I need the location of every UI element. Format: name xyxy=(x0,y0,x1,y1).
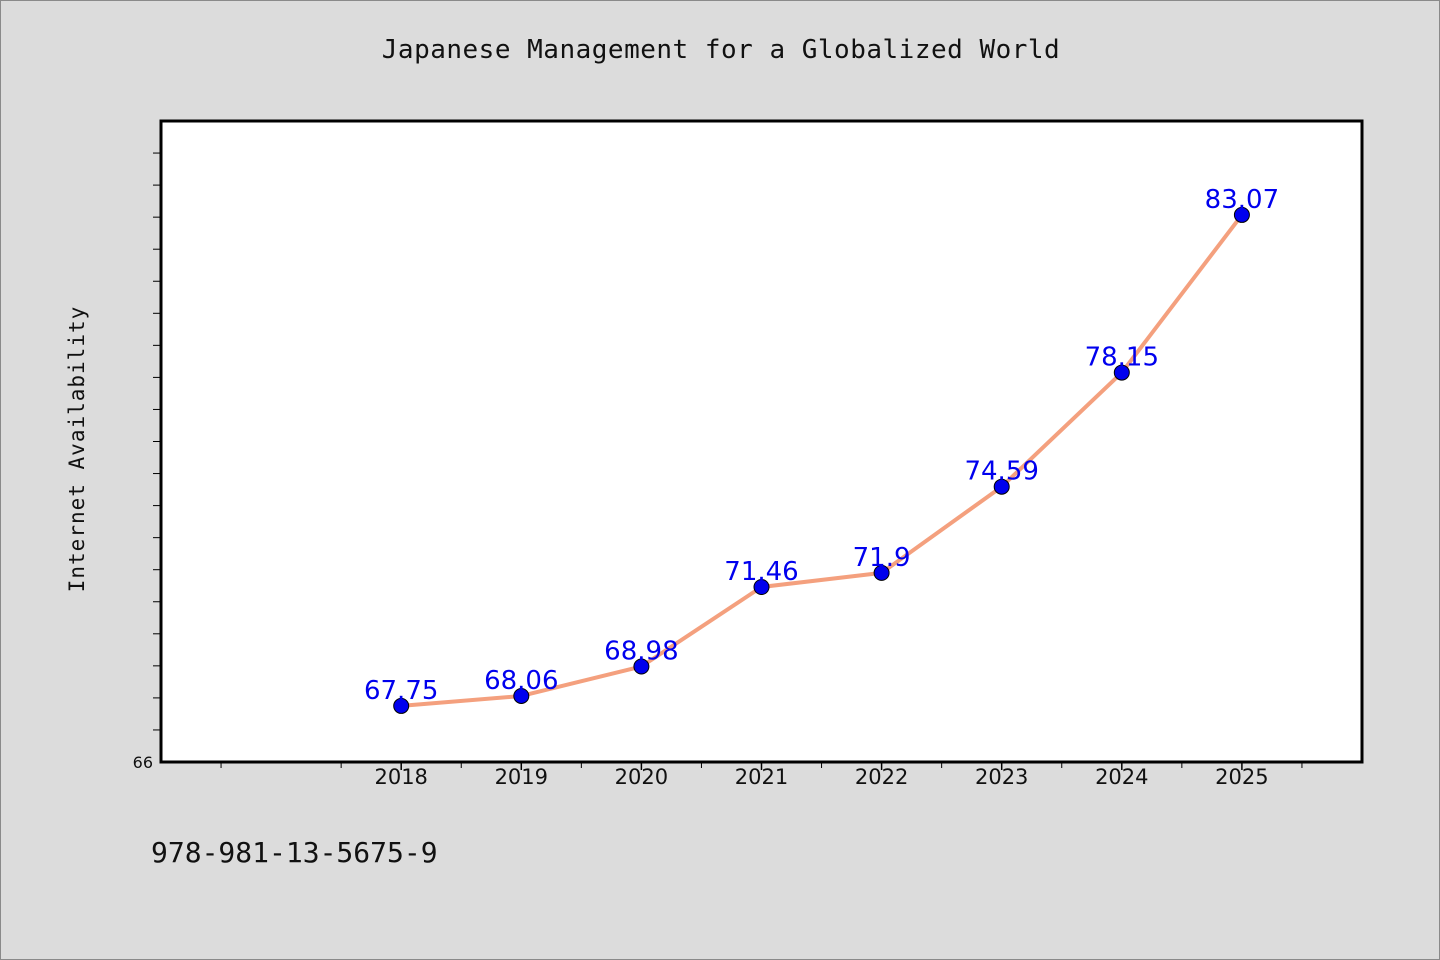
x-tick-label: 2021 xyxy=(735,765,788,789)
x-tick-label: 2023 xyxy=(975,765,1028,789)
y-tick-label: 66 xyxy=(133,753,153,772)
data-point xyxy=(513,687,530,704)
data-label: 68.98 xyxy=(604,636,678,666)
data-label: 74.59 xyxy=(964,457,1038,487)
series-line xyxy=(399,212,1244,708)
data-point xyxy=(633,658,650,675)
x-tick-label: 2018 xyxy=(374,765,427,789)
x-tick-label: 2022 xyxy=(855,765,908,789)
data-point xyxy=(873,564,890,581)
data-label: 68.06 xyxy=(484,666,558,696)
data-label: 71.46 xyxy=(724,557,798,587)
x-tick-label: 2025 xyxy=(1215,765,1268,789)
data-point xyxy=(393,697,410,714)
data-point xyxy=(753,579,770,596)
data-point xyxy=(993,478,1010,495)
data-point xyxy=(1113,364,1130,381)
x-tick-label: 2020 xyxy=(615,765,668,789)
data-label: 67.75 xyxy=(364,676,438,706)
data-label: 71.9 xyxy=(853,543,911,573)
plot-area xyxy=(161,121,1362,762)
x-axis-ticks: 2018 2019 2020 2021 2022 2023 2024 2025 xyxy=(220,762,1303,789)
y-axis-ticks: 66 xyxy=(133,152,161,772)
data-label: 83.07 xyxy=(1205,185,1279,215)
x-tick-label: 2019 xyxy=(495,765,548,789)
series-markers xyxy=(393,206,1250,714)
data-label: 78.15 xyxy=(1085,343,1159,373)
data-labels: 67.75 68.06 68.98 71.46 71.9 74.59 78.15 83.07 xyxy=(364,185,1279,706)
chart-title: Japanese Management for a Globalized Wor… xyxy=(381,35,1061,65)
isbn-text: 978-981-13-5675-9 xyxy=(151,836,438,869)
data-point xyxy=(1233,206,1250,223)
plot-frame xyxy=(159,119,1364,764)
x-tick-label: 2024 xyxy=(1095,765,1148,789)
